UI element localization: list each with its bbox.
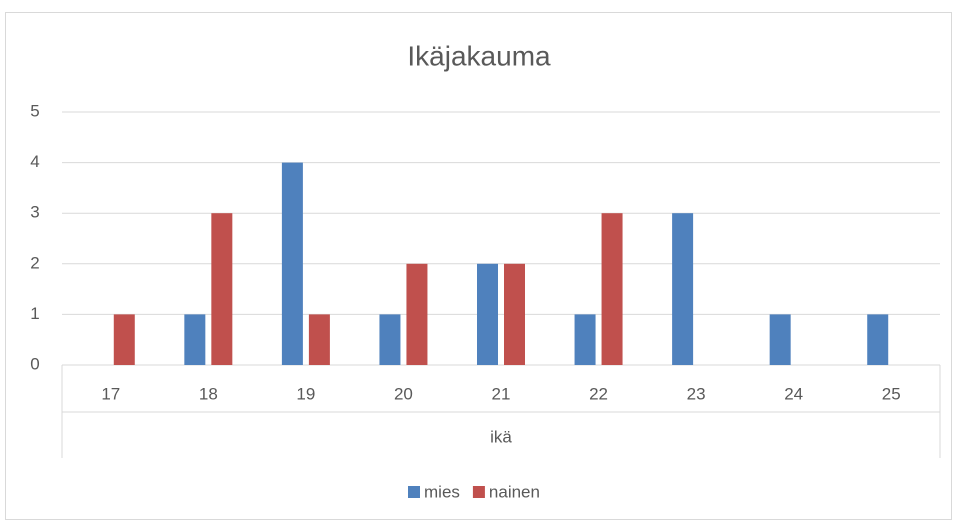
x-tick-label: 20 bbox=[394, 384, 413, 403]
x-axis-label: ikä bbox=[490, 427, 512, 446]
bar bbox=[504, 263, 525, 365]
x-tick-label: 23 bbox=[687, 384, 706, 403]
bar bbox=[211, 213, 233, 365]
legend-label: mies bbox=[424, 482, 460, 501]
legend-label: nainen bbox=[489, 482, 540, 501]
y-tick-label: 0 bbox=[30, 354, 39, 373]
bar bbox=[477, 263, 498, 365]
x-tick-label: 25 bbox=[882, 384, 901, 403]
bar bbox=[406, 263, 428, 365]
bar bbox=[867, 314, 889, 365]
legend-swatch bbox=[472, 486, 485, 498]
x-tick-label: 19 bbox=[296, 384, 315, 403]
y-tick-label: 1 bbox=[30, 304, 39, 323]
bar bbox=[601, 213, 623, 365]
x-tick-label: 22 bbox=[589, 384, 608, 403]
bar bbox=[308, 314, 330, 365]
legend-swatch bbox=[408, 486, 420, 498]
bar bbox=[113, 314, 135, 365]
x-tick-label: 17 bbox=[101, 384, 120, 403]
bar bbox=[379, 314, 401, 365]
bar bbox=[184, 314, 206, 365]
y-tick-label: 5 bbox=[30, 101, 39, 120]
chart-title: Ikäjakauma bbox=[407, 40, 551, 71]
x-tick-label: 21 bbox=[492, 384, 511, 403]
bar bbox=[769, 314, 791, 365]
y-tick-label: 2 bbox=[30, 253, 39, 272]
x-tick-label: 18 bbox=[199, 384, 218, 403]
bar bbox=[281, 162, 303, 365]
y-tick-label: 4 bbox=[30, 152, 39, 171]
bar bbox=[672, 213, 694, 365]
y-tick-label: 3 bbox=[30, 203, 39, 222]
x-tick-label: 24 bbox=[784, 384, 803, 403]
bar bbox=[574, 314, 596, 365]
